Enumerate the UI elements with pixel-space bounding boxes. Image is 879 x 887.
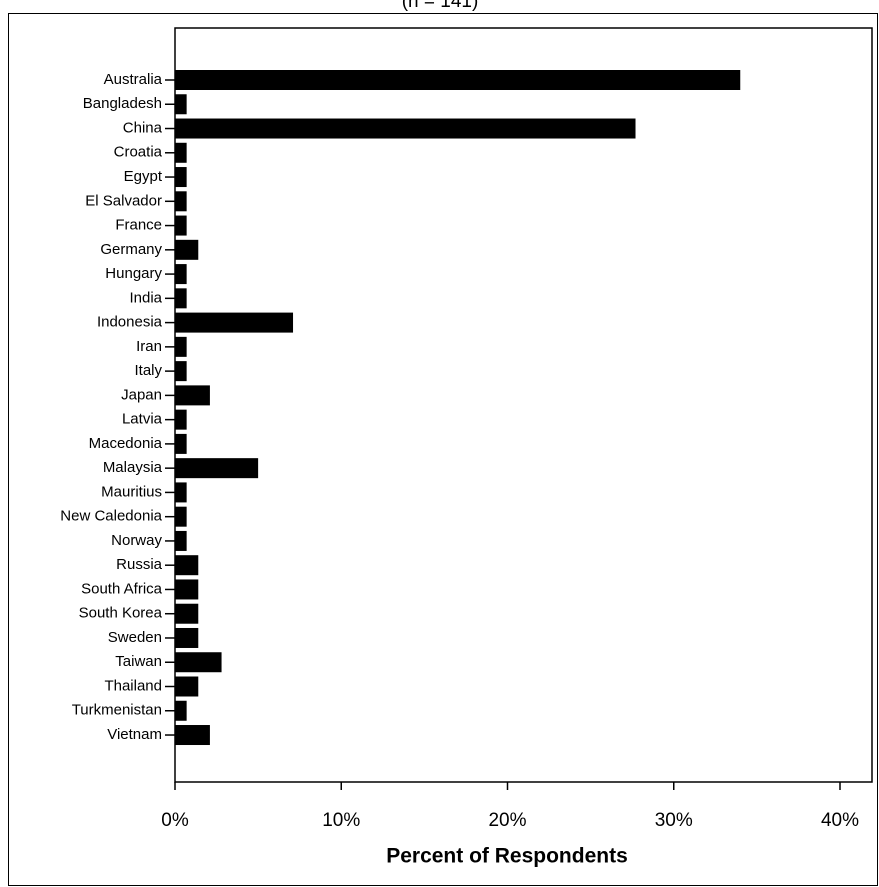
x-tick-label: 10% xyxy=(322,810,360,831)
bar xyxy=(175,530,187,551)
bar xyxy=(175,385,210,406)
y-tick-label: Australia xyxy=(104,71,163,88)
bar xyxy=(175,239,199,260)
bar xyxy=(175,118,636,139)
y-tick-label: Vietnam xyxy=(107,726,162,743)
bar xyxy=(175,191,187,212)
y-tick-label: Indonesia xyxy=(97,314,163,331)
y-tick-label: Mauritius xyxy=(101,483,162,500)
y-tick-label: China xyxy=(123,119,163,136)
bar xyxy=(175,506,187,527)
y-tick-label: South Korea xyxy=(79,605,163,622)
chart-subtitle: (n = 141) xyxy=(402,0,479,12)
y-tick-label: Russia xyxy=(116,556,163,573)
y-tick-label: Thailand xyxy=(104,677,162,694)
x-tick-label: 0% xyxy=(161,810,189,831)
y-tick-label: Hungary xyxy=(105,265,162,282)
bar xyxy=(175,288,187,309)
bar xyxy=(175,482,187,503)
plot-frame xyxy=(174,27,873,783)
bar xyxy=(175,336,187,357)
y-tick-label: Macedonia xyxy=(89,435,163,452)
y-tick-label: Iran xyxy=(136,338,162,355)
y-tick-label: Egypt xyxy=(124,168,163,185)
y-tick-label: Malaysia xyxy=(103,459,163,476)
y-tick-label: Croatia xyxy=(114,144,163,161)
y-tick-label: India xyxy=(129,289,162,306)
y-tick-label: Italy xyxy=(134,362,162,379)
outer-frame xyxy=(8,13,878,886)
bar xyxy=(175,700,187,721)
bar xyxy=(175,142,187,163)
bar xyxy=(175,579,199,600)
y-tick-label: Taiwan xyxy=(115,653,162,670)
y-tick-label: Sweden xyxy=(108,629,162,646)
bar xyxy=(175,409,187,430)
y-tick-label: South Africa xyxy=(81,580,163,597)
x-tick-label: 20% xyxy=(488,810,526,831)
bar xyxy=(175,725,210,746)
bar xyxy=(175,215,187,236)
y-tick-label: Bangladesh xyxy=(83,95,162,112)
y-tick-label: France xyxy=(115,217,162,234)
x-tick-label: 30% xyxy=(655,810,693,831)
bar xyxy=(175,167,187,188)
y-tick-label: Turkmenistan xyxy=(72,702,162,719)
bar xyxy=(175,603,199,624)
bar xyxy=(175,312,294,333)
y-tick-label: Norway xyxy=(111,532,162,549)
bar xyxy=(175,70,741,90)
y-tick-label: El Salvador xyxy=(85,192,162,209)
y-tick-label: Latvia xyxy=(122,411,163,428)
bar xyxy=(175,458,259,479)
y-tick-label: Germany xyxy=(100,241,162,258)
bar xyxy=(175,361,187,382)
bar xyxy=(175,264,187,285)
y-tick-label: New Caledonia xyxy=(60,508,162,525)
bar xyxy=(175,627,199,648)
bar xyxy=(175,652,222,673)
x-tick-label: 40% xyxy=(821,810,859,831)
bar xyxy=(175,555,199,576)
bar xyxy=(175,94,187,115)
bar xyxy=(175,676,199,697)
x-axis-title: Percent of Respondents xyxy=(386,845,628,868)
y-tick-label: Japan xyxy=(121,386,162,403)
bar xyxy=(175,433,187,454)
